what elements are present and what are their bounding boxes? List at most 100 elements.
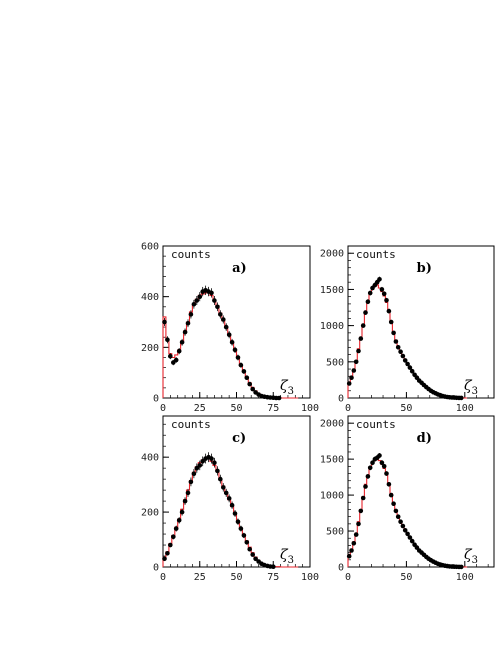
data-point: [358, 336, 364, 341]
x-tick-label: 75: [267, 403, 279, 414]
data-point: [223, 490, 229, 496]
x-axis-label-subscript: 3: [472, 386, 478, 397]
data-point: [370, 460, 375, 466]
data-point: [176, 348, 182, 354]
y-tick-label: 1500: [320, 285, 344, 296]
data-point: [349, 548, 354, 553]
data-point: [388, 492, 394, 498]
x-tick-label: 50: [400, 403, 412, 414]
data-point: [388, 319, 394, 325]
plot-frame: [347, 415, 495, 568]
x-tick-label: 100: [301, 403, 319, 414]
data-point: [215, 468, 220, 474]
data-point: [250, 386, 255, 392]
data-point: [346, 553, 352, 559]
y-tick-label: 200: [141, 343, 159, 354]
y-tick-label: 2000: [320, 419, 344, 430]
x-axis-label: ζ3: [280, 547, 294, 566]
data-point: [367, 290, 373, 296]
x-axis-label-subscript: 3: [472, 555, 478, 566]
y-tick-label: 0: [338, 563, 344, 574]
data-point: [391, 501, 396, 507]
data-point: [386, 482, 392, 487]
data-point: [381, 291, 387, 297]
data-point: [356, 348, 361, 354]
data-point: [221, 485, 226, 490]
data-point: [367, 465, 373, 471]
data-point: [360, 495, 366, 501]
panel-letter: c): [232, 431, 246, 446]
data-point: [165, 337, 170, 343]
data-point: [346, 381, 352, 386]
data-point: [356, 521, 361, 527]
panel-letter: b): [417, 261, 432, 276]
y-tick-label: 1000: [320, 491, 344, 502]
data-point: [165, 551, 170, 556]
data-point: [212, 460, 217, 466]
data-point: [215, 304, 220, 310]
data-point: [226, 496, 232, 501]
data-point: [247, 381, 252, 387]
data-point: [459, 395, 464, 401]
data-point: [365, 299, 371, 305]
data-point: [407, 535, 413, 540]
data-point: [182, 329, 188, 335]
data-point: [363, 484, 368, 489]
data-point: [188, 312, 194, 317]
data-point: [232, 347, 238, 353]
data-point: [398, 519, 403, 524]
data-point: [200, 459, 205, 464]
data-point: [363, 310, 368, 315]
data-point: [384, 471, 389, 476]
data-point: [162, 556, 167, 562]
data-point: [191, 302, 197, 307]
data-point: [405, 531, 410, 537]
data-point: [241, 369, 247, 374]
data-point: [407, 365, 413, 370]
data-point: [168, 353, 173, 359]
x-tick-label: 25: [194, 403, 206, 414]
data-point: [405, 361, 410, 367]
data-point: [194, 298, 200, 303]
x-tick-label: 0: [160, 572, 166, 583]
data-point: [238, 362, 244, 368]
y-axis-label: counts: [171, 418, 211, 431]
data-point: [185, 321, 191, 326]
data-point: [168, 542, 173, 548]
y-axis-label: counts: [356, 248, 396, 261]
data-point: [179, 509, 185, 515]
y-tick-label: 600: [141, 242, 159, 253]
data-point: [188, 479, 194, 485]
data-point: [173, 526, 179, 531]
data-point: [358, 508, 364, 514]
data-point: [235, 355, 241, 360]
data-point: [229, 340, 235, 345]
y-tick-label: 1500: [320, 455, 344, 466]
data-point: [244, 375, 250, 381]
x-tick-label: 75: [267, 572, 279, 583]
data-point: [176, 518, 182, 523]
data-point: [395, 345, 401, 350]
x-axis-label-subscript: 3: [288, 555, 294, 566]
data-point: [402, 358, 408, 363]
data-point: [393, 339, 399, 344]
y-axis-label: counts: [356, 418, 396, 431]
x-tick-label: 50: [230, 572, 242, 583]
data-point: [173, 357, 179, 363]
data-point: [191, 471, 197, 477]
data-point: [353, 532, 359, 537]
panel-a: 0 200 400 600 0 25 50 75 100 counts a) ζ3: [141, 242, 319, 415]
data-point: [194, 465, 200, 471]
y-tick-label: 0: [153, 563, 159, 574]
data-point: [221, 317, 226, 322]
data-point: [212, 298, 217, 303]
data-point: [391, 330, 396, 336]
data-point: [351, 541, 357, 546]
data-point: [386, 308, 392, 314]
data-point: [353, 359, 359, 365]
data-point: [171, 534, 176, 540]
data-point: [209, 290, 214, 296]
model-histogram: [347, 458, 468, 568]
x-tick-label: 100: [456, 403, 474, 414]
data-point: [250, 552, 255, 557]
